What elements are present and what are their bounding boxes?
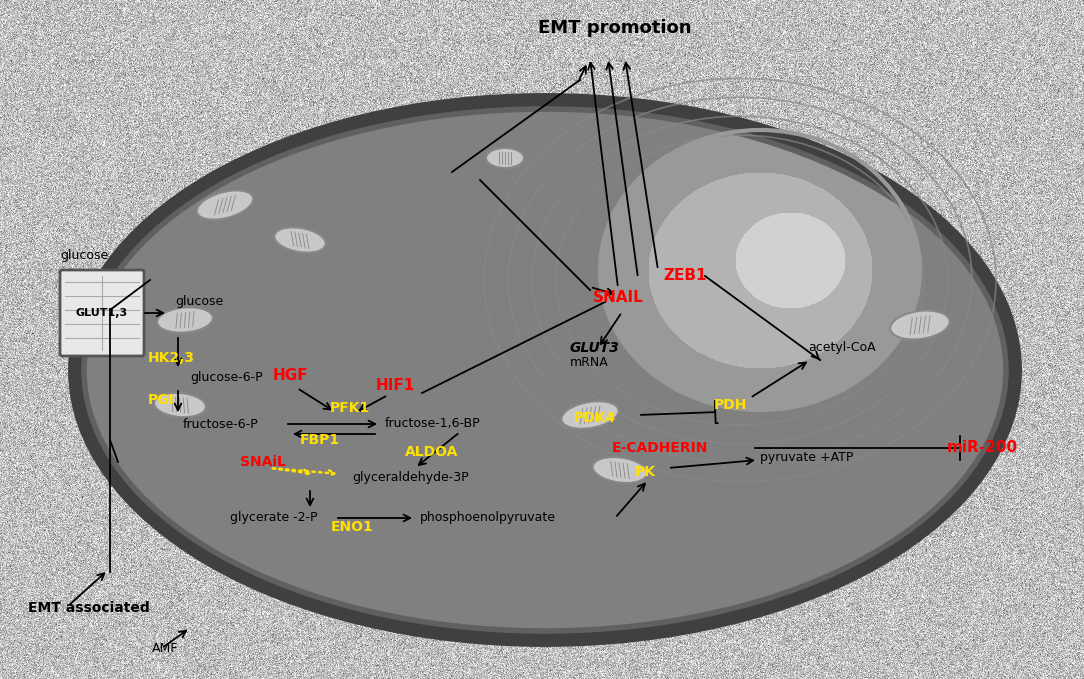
Text: glucose: glucose: [60, 249, 108, 262]
Ellipse shape: [593, 457, 647, 483]
Text: AMF: AMF: [152, 642, 178, 655]
FancyBboxPatch shape: [60, 270, 144, 356]
Text: phosphoenolpyruvate: phosphoenolpyruvate: [420, 511, 556, 524]
Text: E-CADHERIN: E-CADHERIN: [611, 441, 708, 455]
Text: HGF: HGF: [272, 367, 308, 382]
Ellipse shape: [274, 227, 325, 253]
Text: glucose-6-P: glucose-6-P: [190, 371, 262, 384]
Text: GLUT3: GLUT3: [570, 341, 620, 355]
Text: glucose: glucose: [175, 295, 223, 308]
Ellipse shape: [890, 310, 950, 340]
Text: ENO1: ENO1: [331, 520, 373, 534]
Text: FBP1: FBP1: [300, 433, 340, 447]
Text: acetyl-CoA: acetyl-CoA: [808, 342, 876, 354]
Text: PK: PK: [634, 465, 656, 479]
Ellipse shape: [197, 190, 254, 219]
Ellipse shape: [486, 148, 524, 168]
Text: PFK1: PFK1: [330, 401, 371, 415]
Text: mRNA: mRNA: [570, 356, 609, 369]
Text: PDH: PDH: [713, 398, 747, 412]
Text: glycerate -2-P: glycerate -2-P: [230, 511, 318, 524]
Ellipse shape: [154, 393, 206, 417]
Text: EMT promotion: EMT promotion: [539, 19, 692, 37]
Text: pyruvate +ATP: pyruvate +ATP: [760, 452, 853, 464]
Text: ALDOA: ALDOA: [405, 445, 459, 459]
Text: HK2,3: HK2,3: [149, 351, 195, 365]
Text: HIF1: HIF1: [375, 378, 414, 392]
Text: EMT associated: EMT associated: [28, 601, 150, 615]
Text: PDK4: PDK4: [573, 411, 616, 425]
Text: glyceraldehyde-3P: glyceraldehyde-3P: [352, 471, 468, 485]
Text: PGI: PGI: [149, 393, 175, 407]
Text: fructose-1,6-BP: fructose-1,6-BP: [385, 418, 480, 430]
Ellipse shape: [157, 308, 212, 333]
Text: SNAiL: SNAiL: [240, 455, 286, 469]
Text: GLUT1,3: GLUT1,3: [76, 308, 128, 318]
Ellipse shape: [562, 401, 619, 428]
Text: SNAIL: SNAIL: [593, 291, 644, 306]
Text: ZEB1: ZEB1: [663, 268, 707, 282]
Text: miR-200: miR-200: [947, 441, 1018, 456]
Text: fructose-6-P: fructose-6-P: [183, 418, 259, 430]
